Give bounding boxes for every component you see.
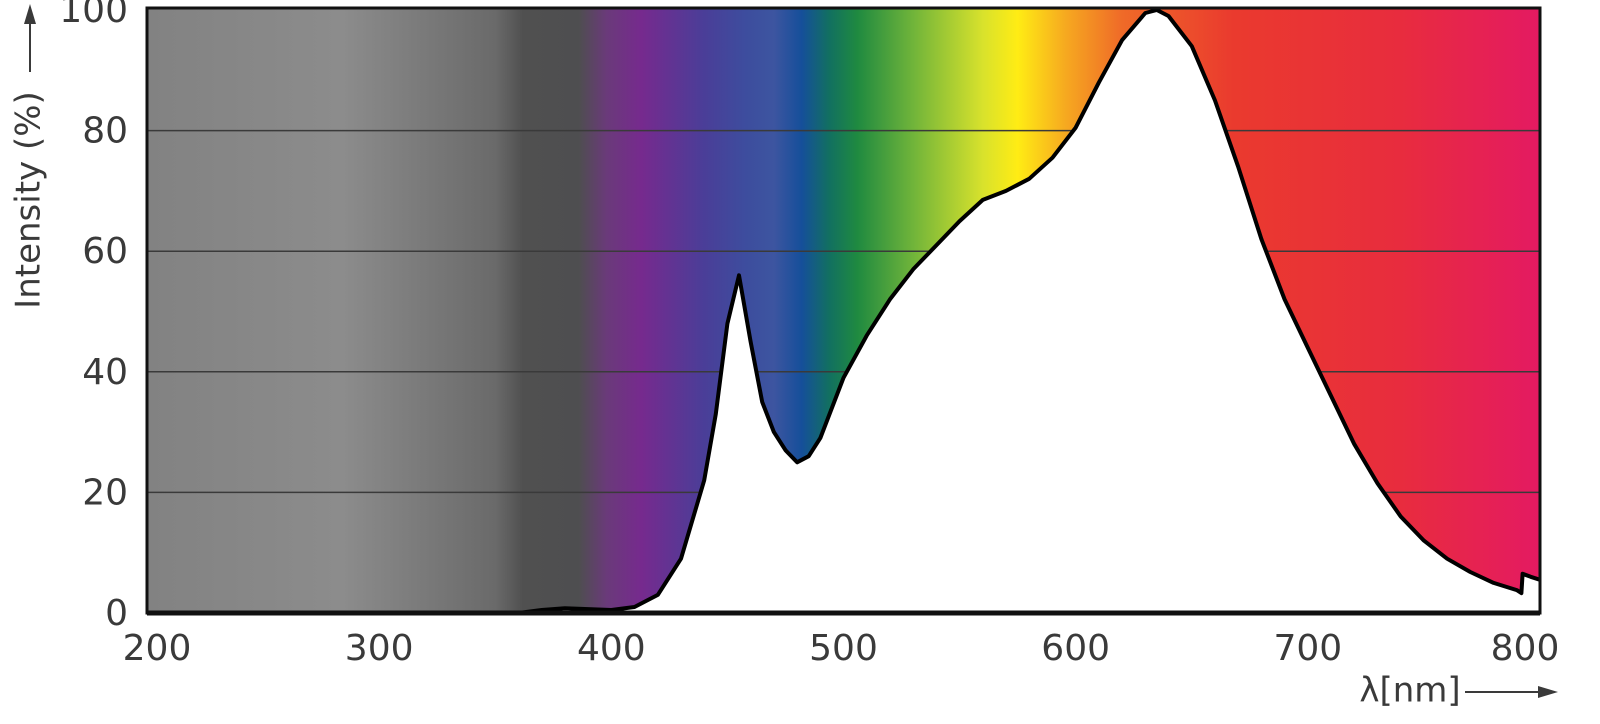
y-axis-label: Intensity (%) [9,91,49,309]
x-tick-label: 600 [1041,628,1110,669]
area-fill [147,10,1540,613]
x-tick-label: 500 [809,628,878,669]
y-tick-label: 60 [82,231,128,272]
x-arrow-head [1538,686,1558,698]
x-tick-label: 400 [577,628,646,669]
x-tick-label: 300 [345,628,414,669]
y-tick-label: 20 [82,472,128,513]
x-tick-label: 700 [1273,628,1342,669]
y-tick-label: 0 [105,593,128,634]
y-tick-label: 40 [82,352,128,393]
x-axis-label: λ[nm] [1359,671,1460,711]
x-tick-label: 200 [123,628,192,669]
y-tick-label: 100 [59,0,128,31]
y-tick-label: 80 [82,111,128,152]
plot [147,8,1541,615]
x-tick-label: 800 [1491,628,1560,669]
y-arrow-head [24,4,36,24]
spectrum-line [147,8,1541,615]
